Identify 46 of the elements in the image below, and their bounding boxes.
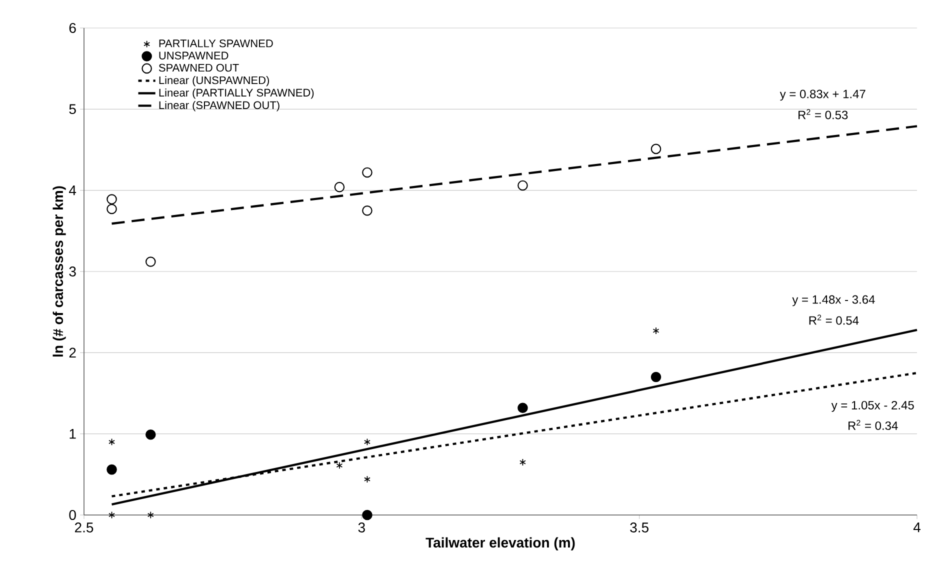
annotation: y = 1.05x - 2.45 (831, 400, 914, 412)
point (650, 372, 662, 382)
point (336, 462, 343, 470)
annotation: R$^{2}$ = 0.34 (848, 420, 898, 430)
y-tick-label: 1 (70, 429, 76, 439)
legend-label: SPAWNED OUT (158, 64, 239, 72)
legend-label: Linear (PARTIALLY SPAWNED) (159, 88, 314, 99)
y-tick-label: 5 (69, 104, 76, 114)
annotation: y = 1.48x - 3.64 (792, 295, 875, 306)
point (145, 256, 156, 267)
x-tick-label: 3 (358, 522, 365, 532)
y-tick-label: 3 (69, 266, 76, 276)
x-tick-label: 2.5 (74, 522, 94, 532)
point (145, 429, 156, 440)
legend-label: UNSPAWNED (159, 52, 228, 60)
point (106, 194, 117, 204)
point (334, 182, 345, 192)
point (652, 327, 660, 334)
y-axis-title: ln (# of carcasses per km) (52, 186, 66, 357)
point (364, 476, 370, 483)
y-tick-label: 2 (69, 348, 76, 358)
x-tick-label: 3.5 (630, 522, 648, 532)
x-axis-title: Tailwater elevation (m) (426, 537, 575, 550)
legend-label: PARTIALLY SPAWNED (159, 40, 273, 48)
annotation: y = 0.83x + 1.47 (780, 90, 866, 101)
point (108, 511, 115, 519)
point (106, 204, 117, 214)
point (518, 180, 528, 191)
point (650, 144, 662, 154)
point (518, 402, 528, 414)
y-tick-label: 4 (68, 186, 76, 196)
point (364, 438, 370, 446)
point (362, 205, 372, 216)
point (106, 464, 117, 475)
point (147, 511, 154, 519)
point (362, 167, 372, 178)
annotation: R$^{2}$ = 0.53 (798, 109, 848, 120)
y-tick-label: 6 (69, 23, 76, 33)
y-tick-label: 0 (69, 510, 76, 520)
legend-label: Linear (UNSPAWNED) (159, 76, 269, 86)
x-tick-label: 4 (913, 522, 920, 532)
point (362, 510, 372, 520)
legend-label: Linear (SPAWNED OUT) (159, 100, 280, 112)
point (519, 458, 526, 466)
point (108, 438, 115, 446)
annotation: R$^{2}$ = 0.54 (809, 314, 859, 325)
